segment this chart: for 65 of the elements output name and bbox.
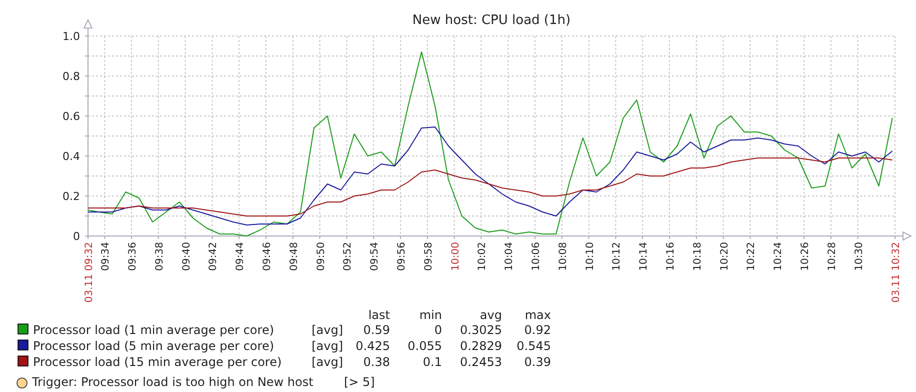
x-tick-label: 10:26 [800, 242, 811, 271]
x-tick-label: 10:04 [504, 242, 516, 271]
text: 0 [434, 323, 442, 337]
x-tick-label: 09:54 [370, 242, 381, 271]
x-tick-label: 09:52 [342, 242, 354, 271]
chart-title: New host: CPU load (1h) [412, 13, 571, 28]
x-tick-label: 09:46 [262, 242, 274, 271]
text: [> 5] [344, 375, 375, 389]
x-tick-label: 09:38 [154, 242, 166, 271]
text: avg [480, 308, 502, 322]
legend-label: Processor load (5 min average per core) [33, 339, 274, 353]
text: 0.1 [422, 355, 442, 369]
y-tick-label: 0.6 [62, 110, 80, 123]
text: 0.3025 [460, 323, 502, 337]
line-series [88, 52, 893, 236]
x-tick-label: 10:30 [854, 242, 865, 271]
y-tick-label: 0.2 [62, 190, 80, 203]
text: max [524, 308, 551, 322]
text: 0.2829 [460, 339, 502, 353]
y-tick-label: 0.4 [62, 150, 80, 163]
y-tick-label: 0 [73, 230, 80, 243]
text: 0.59 [363, 323, 390, 337]
x-tick-label: 09:36 [127, 242, 138, 271]
y-tick-label: 1.0 [62, 30, 80, 43]
x-tick-label: 10:28 [826, 242, 838, 271]
x-tick-label: 10:20 [719, 242, 730, 271]
text: 0.38 [363, 355, 390, 369]
text: 0.425 [356, 339, 390, 353]
text: 0.055 [408, 339, 442, 353]
x-tick-label: 09:48 [288, 242, 300, 271]
x-tick-label: 03.11 09:32 [84, 242, 95, 303]
text: [avg] [312, 339, 343, 353]
legend-label: Processor load (1 min average per core) [33, 323, 274, 337]
x-tick-label: 10:16 [666, 242, 677, 271]
x-tick-label: 09:42 [208, 242, 220, 271]
text: 0.2453 [460, 355, 502, 369]
text: 0.545 [516, 339, 551, 353]
text: [avg] [312, 323, 343, 337]
x-tick-label: 10:24 [773, 242, 784, 271]
x-tick-label: 10:08 [558, 242, 569, 271]
line-series [88, 126, 893, 226]
x-tick-label: 09:34 [100, 242, 112, 271]
legend-label: Processor load (15 min average per core) [33, 355, 282, 369]
x-tick-label: 10:14 [638, 242, 650, 271]
x-tick-label: 10:22 [746, 242, 758, 271]
x-tick-label: 10:06 [530, 242, 542, 271]
x-tick-label: 10:02 [477, 242, 488, 271]
x-tick-label: 09:56 [396, 242, 408, 271]
text: last [368, 308, 390, 322]
x-tick-label: 09:58 [423, 242, 434, 271]
text: min [419, 308, 442, 322]
x-tick-label: 09:44 [235, 242, 246, 271]
text: 0.92 [524, 323, 551, 337]
x-tick-label: 10:00 [450, 242, 462, 271]
line-series [88, 158, 893, 216]
x-tick-label: 10:18 [692, 242, 704, 271]
x-tick-label: 09:40 [181, 242, 192, 271]
text: Trigger: Processor load is too high on New host [31, 375, 314, 389]
text: 0.39 [524, 355, 551, 369]
x-tick-label: 10:12 [612, 242, 623, 271]
x-tick-label: 03.11 10:32 [891, 242, 902, 303]
y-tick-label: 0.8 [62, 70, 80, 83]
text: [avg] [312, 355, 343, 369]
x-tick-label: 10:10 [584, 242, 596, 271]
x-tick-label: 09:50 [316, 242, 327, 271]
